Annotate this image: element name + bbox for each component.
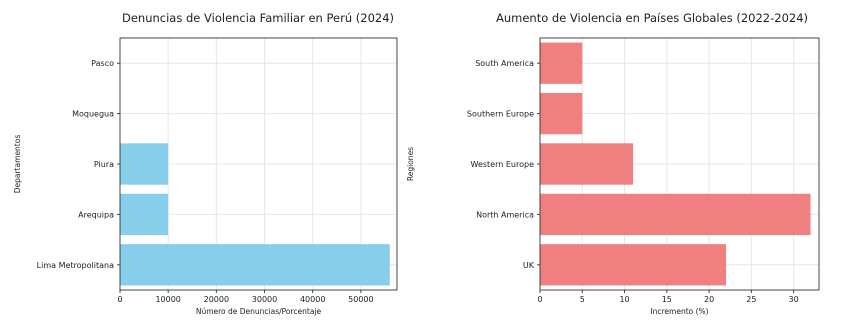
x-tick-label: 5 — [580, 295, 585, 304]
y-tick-label: Moquegua — [72, 110, 114, 119]
y-axis-label: Departamentos — [13, 135, 22, 194]
chart-title: Aumento de Violencia en Países Globales … — [496, 11, 808, 25]
y-tick-label: South America — [475, 59, 534, 68]
y-tick-label: Lima Metropolitana — [37, 261, 114, 270]
y-tick-label: North America — [476, 210, 534, 219]
chart-title: Denuncias de Violencia Familiar en Perú … — [122, 11, 394, 25]
bar-western-europe — [540, 143, 633, 185]
bar-south-america — [540, 42, 583, 84]
x-tick-label: 10000 — [155, 295, 180, 304]
bar-piura — [120, 143, 169, 185]
y-axis-label: Regiones — [406, 147, 415, 181]
bar-uk — [540, 244, 726, 286]
x-tick-label: 30 — [789, 295, 799, 304]
y-tick-label: Piura — [94, 160, 114, 169]
bar-arequipa — [120, 193, 169, 236]
x-tick-label: 10 — [619, 295, 629, 304]
x-tick-label: 20000 — [204, 295, 229, 304]
y-tick-label: Southern Europe — [467, 110, 534, 119]
y-tick-label: Western Europe — [471, 160, 535, 169]
x-tick-label: 0 — [537, 295, 542, 304]
x-tick-label: 0 — [117, 295, 122, 304]
bar-lima-metropolitana — [120, 244, 390, 286]
x-tick-label: 25 — [746, 295, 756, 304]
x-tick-label: 20 — [704, 295, 714, 304]
x-axis-label: Incremento (%) — [650, 307, 708, 316]
bar-north-america — [540, 193, 811, 236]
plot-frame — [539, 37, 820, 291]
plot-frame — [119, 37, 398, 291]
x-tick-label: 30000 — [252, 295, 277, 304]
x-tick-label: 50000 — [348, 295, 373, 304]
y-tick-label: UK — [523, 261, 535, 270]
y-tick-label: Pasco — [91, 59, 114, 68]
chart-aumento-violencia-global: Aumento de Violencia en Países Globales … — [406, 11, 820, 316]
chart-violencia-familiar-peru: Denuncias de Violencia Familiar en Perú … — [13, 11, 398, 316]
x-axis-label: Número de Denuncias/Porcentaje — [196, 307, 322, 316]
bar-southern-europe — [540, 92, 583, 135]
x-tick-label: 15 — [662, 295, 672, 304]
y-tick-label: Arequipa — [78, 210, 114, 219]
x-tick-label: 40000 — [300, 295, 325, 304]
